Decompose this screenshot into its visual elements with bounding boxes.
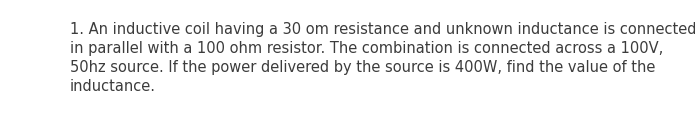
Text: in parallel with a 100 ohm resistor. The combination is connected across a 100V,: in parallel with a 100 ohm resistor. The… [70,41,663,56]
Text: 50hz source. If the power delivered by the source is 400W, find the value of the: 50hz source. If the power delivered by t… [70,60,655,75]
Text: 1. An inductive coil having a 30 om resistance and unknown inductance is connect: 1. An inductive coil having a 30 om resi… [70,22,695,37]
Text: inductance.: inductance. [70,79,156,94]
